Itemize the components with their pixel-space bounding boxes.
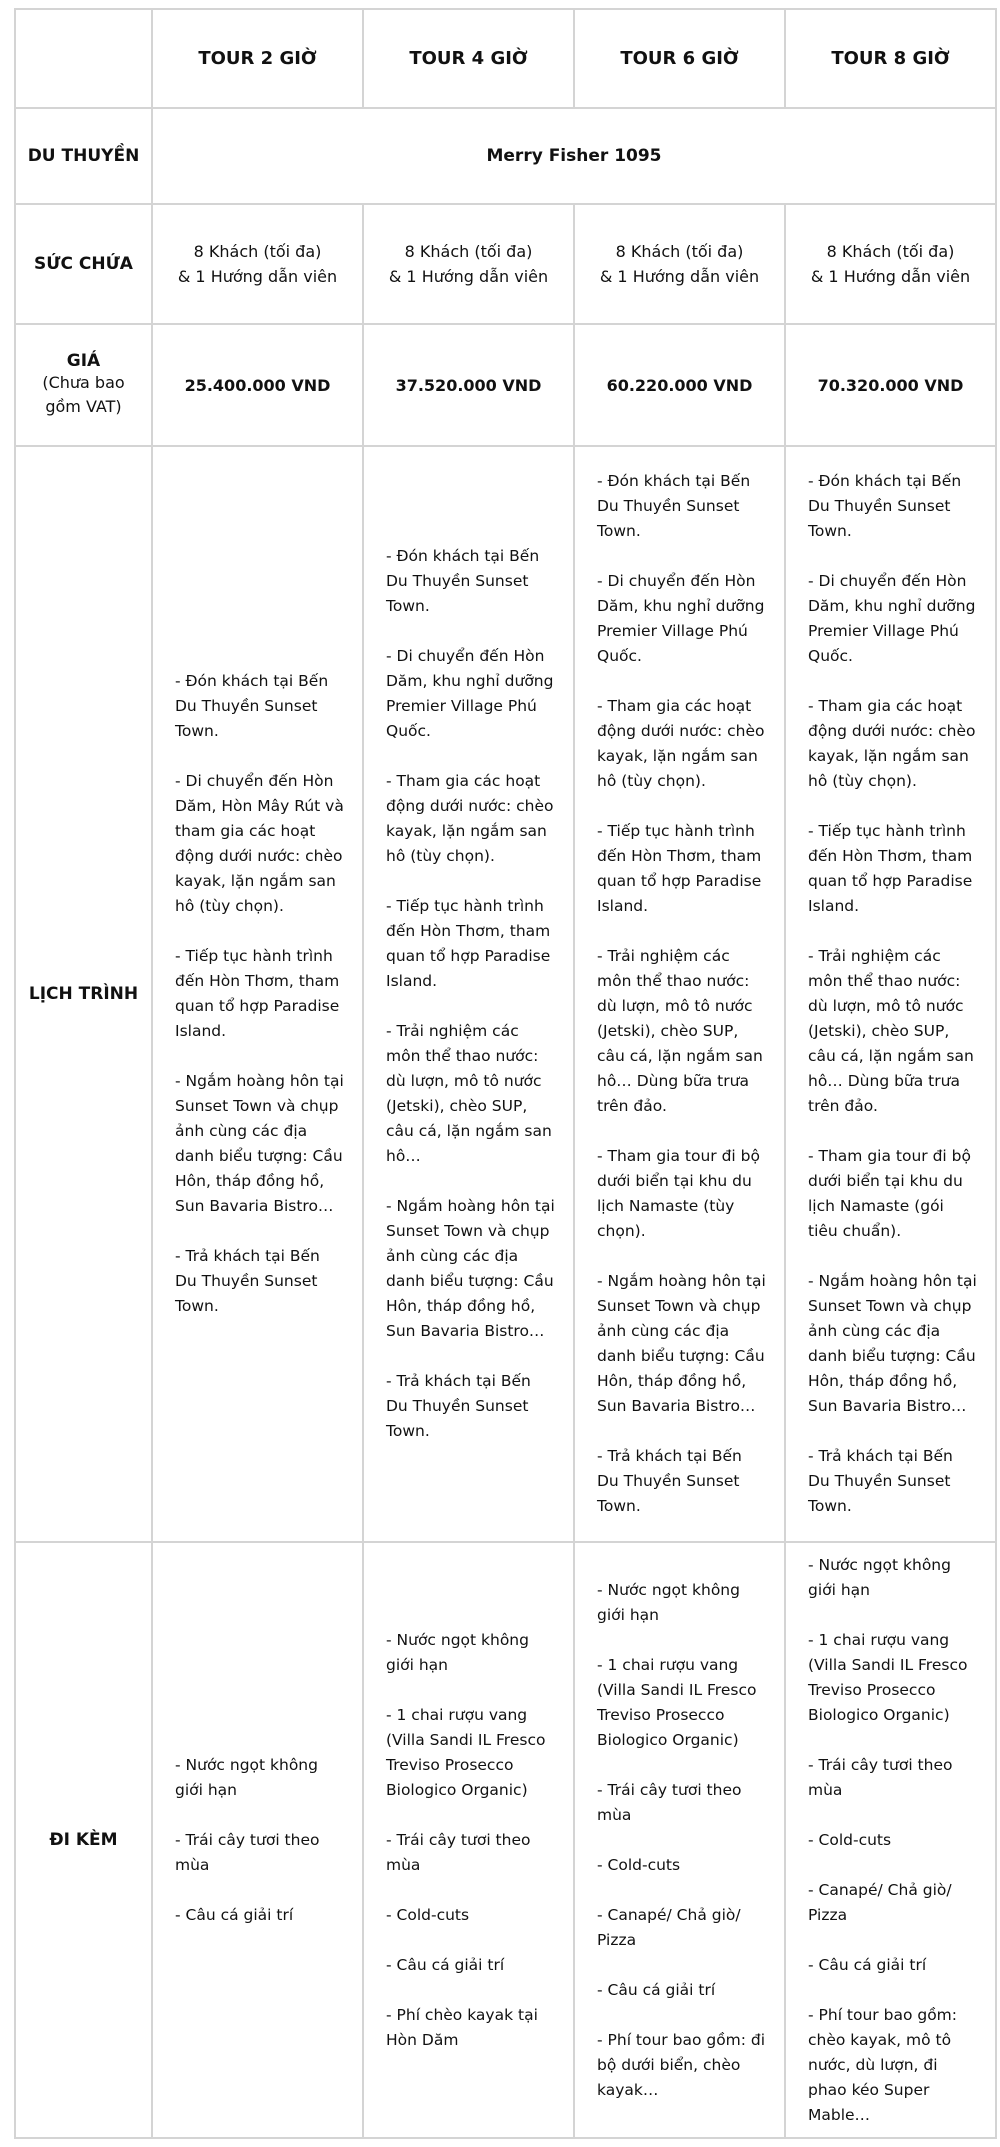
header-row: TOUR 2 GIỜ TOUR 4 GIỜ TOUR 6 GIỜ TOUR 8 … [14,8,997,109]
price-value: 70.320.000 VND [784,323,997,447]
schedule-label: LỊCH TRÌNH [14,445,153,1543]
list-item: - Trải nghiệm các môn thể thao nước: dù … [597,947,763,1115]
price-row: GIÁ (Chưa bao gồm VAT) 25.400.000 VND 37… [14,323,997,447]
list-item: - Cold-cuts [597,1855,681,1874]
list-item: - Di chuyển đến Hòn Dăm, Hòn Mây Rút và … [175,772,344,915]
list-item: - Tiếp tục hành trình đến Hòn Thơm, tham… [808,822,973,915]
capacity-line1: 8 Khách (tối đa) [404,242,533,261]
capacity-line1: 8 Khách (tối đa) [193,242,322,261]
list-item: - Canapé/ Chả giò/ Pizza [808,1880,952,1924]
list-item: - Trả khách tại Bến Du Thuyền Sunset Tow… [808,1447,953,1515]
list-item: - Trải nghiệm các môn thể thao nước: dù … [386,1022,552,1165]
list-item: - Tiếp tục hành trình đến Hòn Thơm, tham… [175,947,340,1040]
price-sublabel: (Chưa bao gồm VAT) [42,373,125,416]
list-item: - Trái cây tươi theo mùa [386,1830,531,1874]
list-item: - Ngắm hoàng hôn tại Sunset Town và chụp… [597,1272,766,1415]
list-item: - Đón khách tại Bến Du Thuyền Sunset Tow… [386,547,540,615]
list-item: - 1 chai rượu vang (Villa Sandi IL Fresc… [386,1705,546,1799]
schedule-cell: - Đón khách tại Bến Du Thuyền Sunset Tow… [151,445,364,1543]
schedule-row: LỊCH TRÌNH - Đón khách tại Bến Du Thuyền… [14,445,997,1543]
capacity-row: SỨC CHỨA 8 Khách (tối đa) & 1 Hướng dẫn v… [14,203,997,325]
capacity-line2: & 1 Hướng dẫn viên [177,267,338,286]
capacity-cell: 8 Khách (tối đa) & 1 Hướng dẫn viên [151,203,364,325]
included-row: ĐI KÈM - Nước ngọt không giới hạn - Trái … [14,1541,997,2139]
capacity-line1: 8 Khách (tối đa) [826,242,955,261]
list-item: - Phí tour bao gồm: đi bộ dưới biển, chè… [597,2030,766,2099]
yacht-row: DU THUYỀN Merry Fisher 1095 [14,107,997,205]
list-item: - Tham gia tour đi bộ dưới biển tại khu … [808,1147,971,1240]
yacht-value: Merry Fisher 1095 [151,107,997,205]
list-item: - Di chuyển đến Hòn Dăm, khu nghỉ dưỡng … [386,647,554,740]
list-item: - Tham gia các hoạt động dưới nước: chèo… [597,697,765,790]
capacity-cell: 8 Khách (tối đa) & 1 Hướng dẫn viên [362,203,575,325]
tour-8h-header: TOUR 8 GIỜ [784,8,997,109]
list-item: - Cold-cuts [386,1905,470,1924]
list-item: - Câu cá giải trí [597,1980,716,1999]
list-item: - Di chuyển đến Hòn Dăm, khu nghỉ dưỡng … [597,572,765,665]
list-item: - Trả khách tại Bến Du Thuyền Sunset Tow… [386,1372,531,1440]
list-item: - Tham gia tour đi bộ dưới biển tại khu … [597,1147,760,1240]
list-item: - Tham gia các hoạt động dưới nước: chèo… [386,772,554,865]
capacity-line2: & 1 Hướng dẫn viên [810,267,971,286]
schedule-cell: - Đón khách tại Bến Du Thuyền Sunset Tow… [784,445,997,1543]
list-item: - Câu cá giải trí [175,1905,294,1924]
list-item: - Cold-cuts [808,1830,892,1849]
list-item: - Di chuyển đến Hòn Dăm, khu nghỉ dưỡng … [808,572,976,665]
list-item: - Ngắm hoàng hôn tại Sunset Town và chụp… [808,1272,977,1415]
capacity-line2: & 1 Hướng dẫn viên [388,267,549,286]
tour-comparison-table: TOUR 2 GIỜ TOUR 4 GIỜ TOUR 6 GIỜ TOUR 8 … [14,8,997,2139]
list-item: - Nước ngọt không giới hạn [808,1555,951,1599]
list-item: - Trả khách tại Bến Du Thuyền Sunset Tow… [597,1447,742,1515]
list-item: - Trả khách tại Bến Du Thuyền Sunset Tow… [175,1247,320,1315]
list-item: - Nước ngọt không giới hạn [175,1755,318,1799]
list-item: - Đón khách tại Bến Du Thuyền Sunset Tow… [597,472,751,540]
schedule-cell: - Đón khách tại Bến Du Thuyền Sunset Tow… [362,445,575,1543]
included-cell: - Nước ngọt không giới hạn - 1 chai rượu … [573,1541,786,2139]
price-value: 37.520.000 VND [362,323,575,447]
price-value: 60.220.000 VND [573,323,786,447]
list-item: - Đón khách tại Bến Du Thuyền Sunset Tow… [808,472,962,540]
list-item: - Tham gia các hoạt động dưới nước: chèo… [808,697,976,790]
tour-4h-header: TOUR 4 GIỜ [362,8,575,109]
list-item: - Câu cá giải trí [808,1955,927,1974]
list-item: - Trái cây tươi theo mùa [175,1830,320,1874]
list-item: - Nước ngọt không giới hạn [386,1630,529,1674]
included-cell: - Nước ngọt không giới hạn - 1 chai rượu … [362,1541,575,2139]
yacht-label: DU THUYỀN [14,107,153,205]
list-item: - Phí chèo kayak tại Hòn Dăm [386,2005,538,2049]
price-value: 25.400.000 VND [151,323,364,447]
list-item: - Tiếp tục hành trình đến Hòn Thơm, tham… [386,897,551,990]
list-item: - 1 chai rượu vang (Villa Sandi IL Fresc… [808,1630,968,1724]
list-item: - Canapé/ Chả giò/ Pizza [597,1905,741,1949]
capacity-line1: 8 Khách (tối đa) [615,242,744,261]
included-cell: - Nước ngọt không giới hạn - 1 chai rượu … [784,1541,997,2139]
list-item: - Trái cây tươi theo mùa [808,1755,953,1799]
price-label-cell: GIÁ (Chưa bao gồm VAT) [14,323,153,447]
capacity-cell: 8 Khách (tối đa) & 1 Hướng dẫn viên [573,203,786,325]
capacity-cell: 8 Khách (tối đa) & 1 Hướng dẫn viên [784,203,997,325]
capacity-label: SỨC CHỨA [14,203,153,325]
list-item: - Trái cây tươi theo mùa [597,1780,742,1824]
list-item: - Đón khách tại Bến Du Thuyền Sunset Tow… [175,672,329,740]
list-item: - Phí tour bao gồm: chèo kayak, mô tô nư… [808,2005,957,2124]
corner-cell [14,8,153,109]
included-label: ĐI KÈM [14,1541,153,2139]
schedule-cell: - Đón khách tại Bến Du Thuyền Sunset Tow… [573,445,786,1543]
list-item: - 1 chai rượu vang (Villa Sandi IL Fresc… [597,1655,757,1749]
tour-6h-header: TOUR 6 GIỜ [573,8,786,109]
list-item: - Trải nghiệm các môn thể thao nước: dù … [808,947,974,1115]
capacity-line2: & 1 Hướng dẫn viên [599,267,760,286]
list-item: - Ngắm hoàng hôn tại Sunset Town và chụp… [175,1072,344,1215]
list-item: - Tiếp tục hành trình đến Hòn Thơm, tham… [597,822,762,915]
list-item: - Câu cá giải trí [386,1955,505,1974]
tour-2h-header: TOUR 2 GIỜ [151,8,364,109]
list-item: - Nước ngọt không giới hạn [597,1580,740,1624]
included-cell: - Nước ngọt không giới hạn - Trái cây tươ… [151,1541,364,2139]
list-item: - Ngắm hoàng hôn tại Sunset Town và chụp… [386,1197,555,1340]
price-label: GIÁ [66,351,101,371]
